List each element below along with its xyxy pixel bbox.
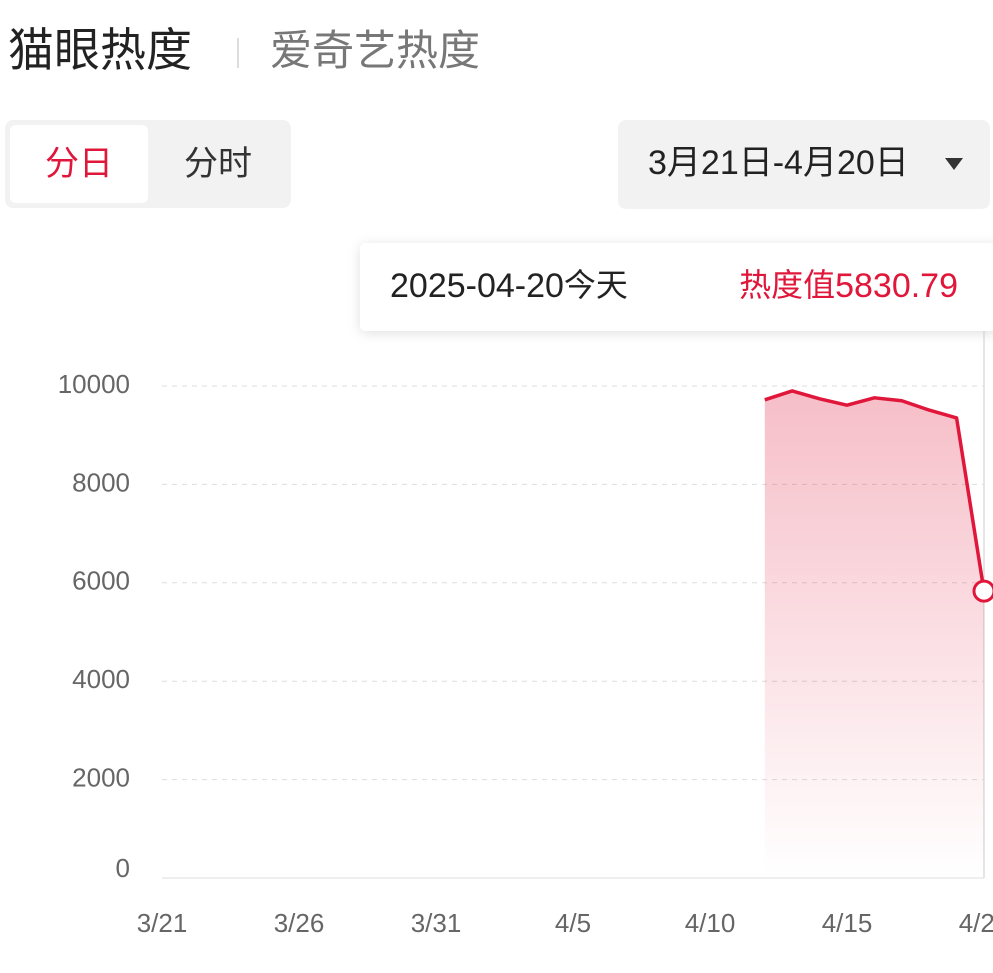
x-tick-label: 4/5 bbox=[555, 908, 591, 938]
segment[interactable]: 分时 bbox=[184, 145, 252, 183]
segment-active[interactable]: 分日 bbox=[45, 145, 113, 183]
y-tick-label: 10000 bbox=[58, 369, 130, 399]
x-tick-label: 3/31 bbox=[411, 908, 462, 938]
x-tick-label: 4/15 bbox=[822, 908, 873, 938]
y-tick-label: 0 bbox=[116, 853, 130, 883]
date-range: 3月21日-4月20日 bbox=[648, 144, 909, 182]
y-tick-label: 6000 bbox=[72, 566, 130, 596]
date-dropdown[interactable] bbox=[618, 120, 990, 209]
y-tick-label: 4000 bbox=[72, 664, 130, 694]
segment-active-bg bbox=[10, 125, 148, 203]
line bbox=[764, 389, 986, 592]
tooltip bbox=[360, 243, 993, 331]
tab[interactable]: 爱奇艺热度 bbox=[270, 27, 480, 74]
x-tick-label: 3/26 bbox=[274, 908, 325, 938]
tooltip-day: 今天 bbox=[564, 267, 628, 303]
tooltip-date: 2025-04-20今天 bbox=[390, 267, 628, 305]
x-tick-label: 4/10 bbox=[685, 908, 736, 938]
x-tick-label: 3/21 bbox=[137, 908, 188, 938]
tab-active[interactable]: 猫眼热度 bbox=[8, 24, 192, 76]
tooltip-value: 热度值5830.79 bbox=[739, 267, 958, 305]
area bbox=[764, 390, 984, 878]
tooltip-date-text: 2025-04-20 bbox=[390, 267, 564, 305]
tooltip-value-text: 5830.79 bbox=[835, 267, 958, 305]
tooltip-value-label: 热度值 bbox=[739, 267, 835, 303]
active-point bbox=[972, 579, 993, 603]
dropdown-arrow bbox=[945, 158, 963, 170]
x-tick-label: 4/20 bbox=[959, 908, 993, 938]
y-tick-label: 2000 bbox=[72, 762, 130, 792]
y-tick-label: 8000 bbox=[72, 467, 130, 497]
